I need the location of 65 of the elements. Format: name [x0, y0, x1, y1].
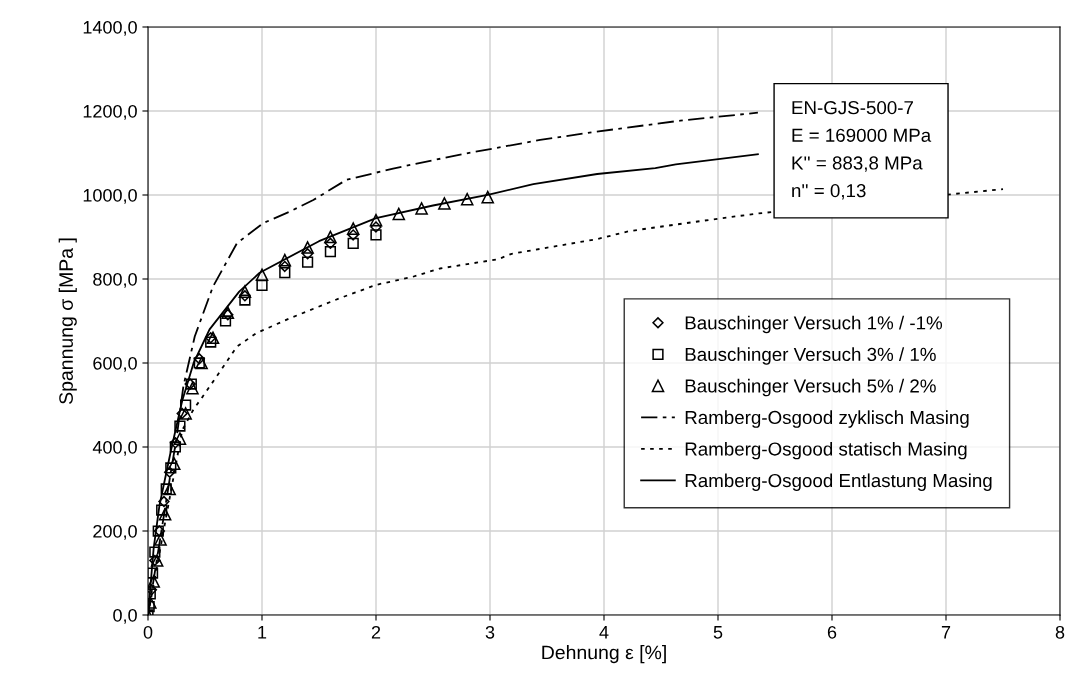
point	[369, 213, 383, 227]
point	[174, 420, 186, 432]
annotation: EN-GJS-500-7 E = 169000 MPa K'' = 883,8 MPa n'' = 0,13	[792, 101, 932, 200]
point	[158, 495, 170, 508]
point	[165, 462, 177, 474]
point	[347, 237, 359, 249]
point	[238, 285, 252, 298]
y-tick-label: 0,0	[113, 608, 137, 624]
legend-label: Bauschinger Versuch 1% / -1%	[685, 315, 943, 334]
point	[219, 315, 232, 327]
point	[160, 483, 172, 495]
point	[346, 222, 360, 235]
point	[301, 256, 314, 268]
x-tick-label: 1	[258, 626, 267, 639]
point	[324, 246, 337, 258]
point	[460, 192, 474, 206]
legend-label: Ramberg-Osgood Entlastung Masing	[685, 473, 992, 491]
y-tick-label: 400,0	[92, 440, 137, 456]
point	[154, 533, 167, 546]
y-tick-label: 1000,0	[83, 188, 137, 204]
point	[179, 399, 192, 411]
point	[438, 197, 451, 210]
x-tick-label: 0	[143, 625, 153, 639]
point	[173, 432, 187, 445]
point	[149, 546, 161, 558]
point	[169, 441, 181, 453]
x-tick-label: 5	[713, 626, 723, 639]
point	[167, 457, 181, 471]
y-tick-label: 600,0	[93, 356, 137, 372]
legend-label: Bauschinger Versuch 5% / 2%	[685, 378, 936, 397]
point	[256, 279, 268, 291]
x-tick-label: 6	[827, 625, 837, 639]
x-tick-label: 7	[941, 626, 951, 639]
x-tick-label: 8	[1055, 625, 1065, 639]
x-tick-label: 3	[485, 625, 495, 639]
point	[481, 190, 495, 204]
point	[392, 207, 406, 221]
point	[148, 575, 161, 588]
y-tick-label: 1200,0	[83, 104, 137, 120]
point	[158, 507, 172, 521]
point	[156, 504, 168, 516]
legend-label: Ramberg-Osgood statisch Masing	[685, 441, 967, 460]
y-tick-label: 1400,0	[83, 20, 137, 36]
x-tick-label: 4	[599, 626, 609, 639]
y-axis-title: Spannung σ [MPa ]	[58, 238, 77, 404]
point	[301, 248, 314, 260]
point	[163, 482, 176, 496]
point	[324, 230, 337, 244]
y-tick-label: 200,0	[93, 524, 137, 540]
point	[279, 267, 291, 279]
legend-label: Ramberg-Osgood zyklisch Masing	[685, 410, 969, 428]
point	[301, 241, 314, 254]
point	[205, 336, 217, 348]
x-axis-title: Dehnung ε [%]	[542, 645, 666, 664]
legend-label: Bauschinger Versuch 3% / 1%	[685, 347, 936, 365]
y-tick-label: 800,0	[93, 272, 137, 288]
point	[179, 407, 192, 420]
point	[239, 294, 251, 306]
point	[255, 268, 269, 282]
point	[370, 229, 382, 241]
x-tick-label: 2	[371, 625, 381, 639]
point	[148, 567, 159, 579]
point	[278, 253, 292, 267]
point	[186, 381, 199, 395]
point	[415, 202, 428, 215]
